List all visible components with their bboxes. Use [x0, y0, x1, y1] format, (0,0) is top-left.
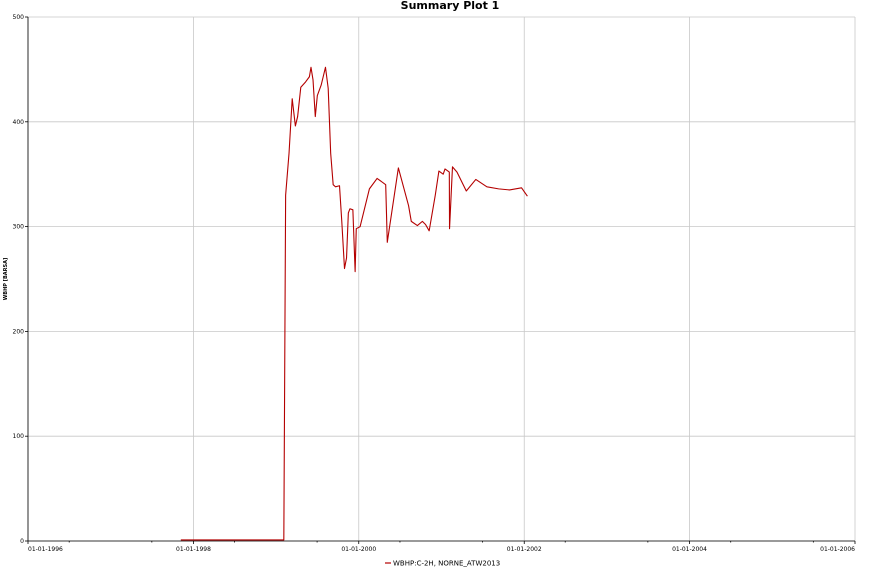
grid-lines [27, 16, 856, 542]
y-tick-label: 300 [13, 224, 25, 231]
y-ticks: 0 100 200 300 400 500 [13, 14, 28, 545]
x-tick-label: 01-01-1998 [176, 546, 211, 553]
y-tick-label: 0 [20, 538, 24, 545]
series-layer [180, 66, 528, 541]
y-tick-label: 100 [13, 433, 25, 440]
x-ticks: 01-01-1996 01-01-1998 01-01-2000 01-01-2002… [27, 541, 856, 553]
series-line [180, 66, 528, 541]
legend-label: WBHP:C-2H, NORNE_ATW2013 [393, 560, 500, 568]
chart-title: Summary Plot 1 [401, 0, 500, 12]
y-axis-label: WBHP [BARSA] [3, 258, 9, 301]
x-tick-label: 01-01-2006 [820, 546, 855, 553]
legend: WBHP:C-2H, NORNE_ATW2013 [385, 560, 500, 568]
y-tick-label: 500 [13, 14, 25, 21]
axes [27, 17, 855, 542]
x-tick-label: 01-01-2004 [672, 546, 707, 553]
x-tick-label: 01-01-1996 [28, 546, 63, 553]
y-tick-label: 200 [13, 328, 25, 335]
x-tick-label: 01-01-2002 [507, 546, 542, 553]
x-tick-label: 01-01-2000 [341, 546, 376, 553]
y-tick-label: 400 [13, 119, 25, 126]
